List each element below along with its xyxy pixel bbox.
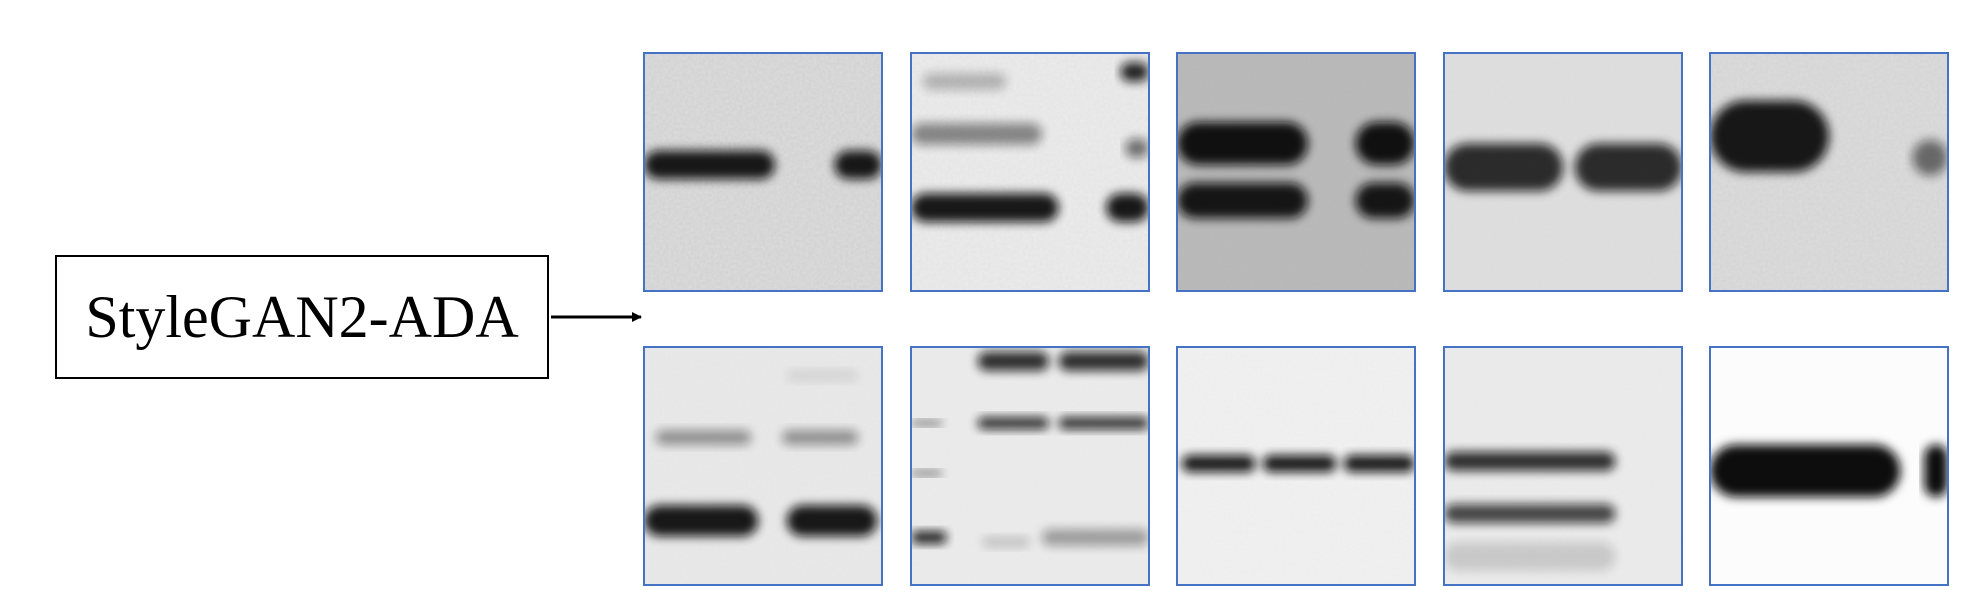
blot-band bbox=[1058, 417, 1149, 430]
blot-tile-border bbox=[1443, 52, 1683, 292]
blot-tile-r1-c1 bbox=[643, 52, 883, 292]
blot-band bbox=[911, 470, 942, 476]
blot-band bbox=[922, 73, 1007, 90]
blot-band bbox=[911, 193, 1059, 222]
blot-band bbox=[1058, 351, 1149, 371]
blot-tile-border bbox=[1709, 52, 1949, 292]
blot-band bbox=[1120, 62, 1149, 82]
blot-tile-border bbox=[1443, 346, 1683, 586]
blot-tile-r2-c5 bbox=[1709, 346, 1949, 586]
blot-band bbox=[1106, 193, 1149, 222]
blot-band bbox=[977, 417, 1050, 430]
blot-tile-r2-c1 bbox=[643, 346, 883, 586]
blot-band bbox=[1177, 182, 1308, 219]
model-label-box: StyleGAN2-ADA bbox=[55, 255, 549, 379]
blot-tile-r1-c2 bbox=[910, 52, 1150, 292]
blot-band bbox=[977, 351, 1050, 371]
blot-band bbox=[1041, 529, 1149, 546]
blot-grain bbox=[911, 53, 1149, 291]
blot-band bbox=[1355, 182, 1415, 219]
blot-tile-r2-c4 bbox=[1443, 346, 1683, 586]
blot-tile-border bbox=[1709, 346, 1949, 586]
model-label: StyleGAN2-ADA bbox=[85, 283, 519, 350]
blot-tile-border bbox=[910, 346, 1150, 586]
blot-band bbox=[1444, 542, 1616, 571]
blot-band bbox=[911, 420, 942, 426]
blot-grain bbox=[1177, 53, 1415, 291]
blot-band bbox=[786, 370, 859, 381]
blot-band bbox=[1444, 451, 1616, 471]
blot-band bbox=[644, 150, 775, 180]
blot-tile-r1-c4 bbox=[1443, 52, 1683, 292]
blot-band bbox=[911, 123, 1042, 145]
blot-tile-border bbox=[643, 52, 883, 292]
blot-band bbox=[1262, 455, 1337, 472]
blot-band bbox=[1444, 143, 1563, 192]
blot-grain bbox=[644, 347, 882, 585]
blot-band bbox=[1125, 138, 1149, 158]
blot-band bbox=[1912, 139, 1948, 176]
blot-grid bbox=[643, 52, 1949, 586]
blot-band bbox=[982, 537, 1030, 547]
blot-tile-border bbox=[1176, 52, 1416, 292]
blot-band bbox=[782, 430, 859, 445]
blot-tile-border bbox=[910, 52, 1150, 292]
blot-band bbox=[834, 150, 882, 180]
blot-band bbox=[1177, 122, 1308, 165]
blot-tile-r1-c3 bbox=[1176, 52, 1416, 292]
blot-band bbox=[1444, 504, 1616, 524]
blot-band bbox=[786, 505, 878, 537]
blot-band bbox=[1181, 455, 1256, 472]
blot-tile-border bbox=[1176, 346, 1416, 586]
blot-tile-r2-c3 bbox=[1176, 346, 1416, 586]
blot-tile-border bbox=[643, 346, 883, 586]
blot-tile-r1-c5 bbox=[1709, 52, 1949, 292]
blot-band bbox=[1924, 444, 1948, 497]
blot-tile-r2-c2 bbox=[910, 346, 1150, 586]
blot-band bbox=[644, 505, 759, 537]
blot-band bbox=[1710, 444, 1901, 497]
blot-band bbox=[1355, 122, 1415, 165]
blot-band bbox=[655, 430, 752, 445]
blot-band bbox=[911, 531, 947, 544]
blot-band bbox=[1343, 455, 1415, 472]
blot-grain bbox=[911, 347, 1149, 585]
blot-band bbox=[1574, 143, 1682, 192]
blot-band bbox=[1710, 100, 1829, 172]
